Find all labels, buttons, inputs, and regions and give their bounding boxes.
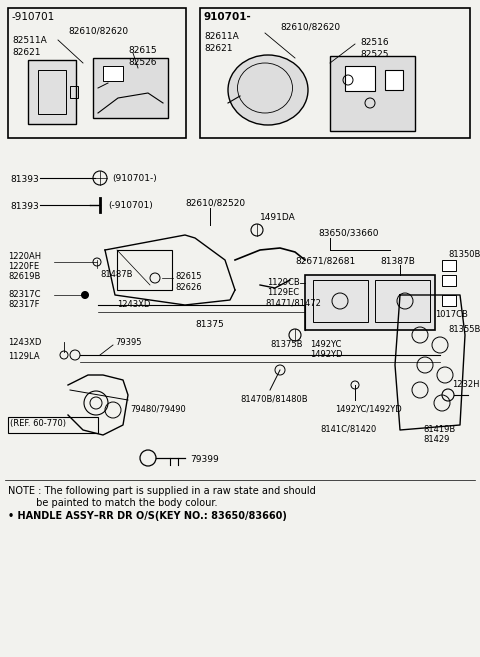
Text: (REF. 60-770): (REF. 60-770) (10, 419, 66, 428)
Text: 1243XD: 1243XD (8, 338, 41, 347)
Text: 79395: 79395 (115, 338, 142, 347)
Text: 82511A: 82511A (12, 36, 47, 45)
Text: 82317C: 82317C (8, 290, 40, 299)
Bar (375, 280, 430, 322)
Text: 82526: 82526 (128, 58, 156, 67)
Text: 82626: 82626 (175, 283, 202, 292)
Text: 8141C/81420: 8141C/81420 (320, 425, 376, 434)
Text: 1129CB: 1129CB (267, 278, 300, 287)
Ellipse shape (228, 55, 308, 125)
Text: be painted to match the body colour.: be painted to match the body colour. (8, 498, 217, 508)
Text: 81350B: 81350B (448, 250, 480, 259)
Bar (103, 66, 123, 81)
Text: 1220FE: 1220FE (8, 262, 39, 271)
Text: 83650/33660: 83650/33660 (318, 228, 379, 237)
Text: 1243XD: 1243XD (117, 300, 150, 309)
Text: 81375B: 81375B (270, 340, 302, 349)
Bar (330, 56, 415, 131)
Text: 81375: 81375 (195, 320, 224, 329)
Text: 910701-: 910701- (204, 12, 252, 22)
Bar (70, 86, 78, 98)
Bar (345, 66, 375, 91)
Bar (305, 275, 435, 330)
Text: 82610/82620: 82610/82620 (280, 22, 340, 31)
Text: 82317F: 82317F (8, 300, 39, 309)
Bar (93, 58, 168, 118)
Bar (117, 250, 172, 290)
Bar (8, 417, 98, 433)
Text: 81429: 81429 (423, 435, 449, 444)
Text: 1129LA: 1129LA (8, 352, 40, 361)
Text: 81387B: 81387B (380, 257, 415, 266)
Text: 1232HE: 1232HE (452, 380, 480, 389)
Bar (38, 70, 66, 114)
Text: 82610/82520: 82610/82520 (185, 198, 245, 207)
Text: 81487B: 81487B (100, 270, 132, 279)
Text: 82621: 82621 (204, 44, 232, 53)
Text: -910701: -910701 (12, 12, 55, 22)
Text: 1492YD: 1492YD (310, 350, 343, 359)
Text: 79399: 79399 (190, 455, 219, 464)
Text: 79480/79490: 79480/79490 (130, 405, 186, 414)
Text: 81355B: 81355B (448, 325, 480, 334)
Bar (200, 8, 470, 138)
Text: 82619B: 82619B (8, 272, 40, 281)
Text: 82615: 82615 (175, 272, 202, 281)
Text: 1129EC: 1129EC (267, 288, 299, 297)
Text: 1491DA: 1491DA (260, 213, 296, 222)
Text: 1220AH: 1220AH (8, 252, 41, 261)
Text: 82525: 82525 (360, 50, 388, 59)
Text: 1492YC: 1492YC (310, 340, 341, 349)
Bar (28, 60, 76, 124)
Circle shape (82, 292, 88, 298)
Text: • HANDLE ASSY–RR DR O/S(KEY NO.: 83650/83660): • HANDLE ASSY–RR DR O/S(KEY NO.: 83650/8… (8, 511, 287, 521)
Text: 82516: 82516 (360, 38, 389, 47)
Text: 82621: 82621 (12, 48, 40, 57)
Text: 81393: 81393 (10, 202, 39, 211)
Text: 82611A: 82611A (204, 32, 239, 41)
Text: 81470B/81480B: 81470B/81480B (240, 395, 308, 404)
Text: 82615: 82615 (128, 46, 156, 55)
Text: 81419B: 81419B (423, 425, 455, 434)
Text: 1492YC/1492YD: 1492YC/1492YD (335, 405, 402, 414)
Text: 1017CB: 1017CB (435, 310, 468, 319)
Bar (442, 295, 456, 306)
Text: 81471/81472: 81471/81472 (265, 298, 321, 307)
Bar (385, 70, 403, 90)
Bar (8, 8, 186, 138)
Bar (442, 275, 456, 286)
Text: NOTE : The following part is supplied in a raw state and should: NOTE : The following part is supplied in… (8, 486, 316, 496)
Text: 82610/82620: 82610/82620 (68, 26, 128, 35)
Text: 81393: 81393 (10, 175, 39, 184)
Bar (313, 280, 368, 322)
Bar (442, 260, 456, 271)
Text: 82671/82681: 82671/82681 (295, 257, 355, 266)
Text: (-910701): (-910701) (108, 201, 153, 210)
Text: (910701-): (910701-) (112, 174, 157, 183)
